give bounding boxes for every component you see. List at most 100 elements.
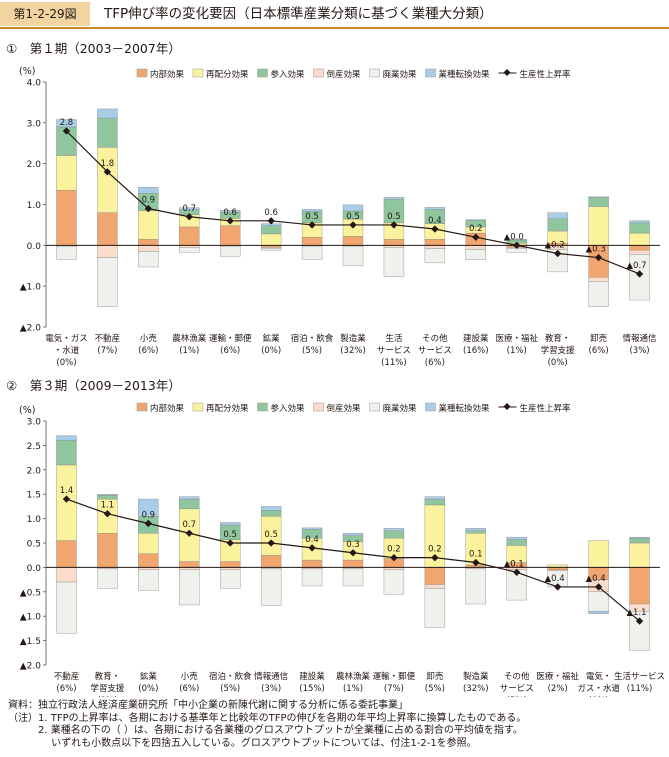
note-2: 2. 業種名の下の（ ）は、各期における各業種のグロスアウトプットが全業種に占め…: [8, 725, 523, 737]
category-label: (6%): [220, 346, 240, 356]
productivity-point: [226, 217, 234, 225]
category-label: 宿泊・飲食: [291, 333, 334, 344]
bar-segment-entry: [629, 537, 650, 544]
bar-segment-exit: [219, 245, 241, 257]
bar-segment-exit: [465, 249, 486, 260]
notes-block: 資料：独立行政法人経済産業研究所「中小企業の新陳代謝に関する分析に係る委託事業」…: [8, 700, 526, 750]
bar-segment-internal: [629, 245, 650, 251]
legend-swatch-exit: [369, 402, 380, 412]
figure-title: TFP伸び率の変化要因（日本標準産業分類に基づく業種大分類）: [104, 6, 493, 22]
category-label: 医療・福祉: [495, 333, 538, 344]
bar-segment-switch: [56, 119, 77, 128]
bar-segment-bankrupt: [138, 245, 159, 252]
y-tick-label: 0.5: [27, 540, 41, 550]
bar-segment-internal: [97, 533, 118, 568]
bar-segment-internal: [97, 212, 118, 246]
productivity-label: 1.4: [60, 486, 74, 496]
bar-segment-internal: [301, 559, 323, 568]
chart-period1: (%) 内部効果 再配分効果 参入効果 倒産効果 廃業効果 業種転換効果 生産性上昇率 ▲2.0…: [19, 66, 660, 368]
bar-segment-switch: [588, 196, 609, 198]
category-label: 生活: [385, 333, 403, 344]
note-1: （注）1. TFPの上昇率は、各期における基準年と比較年のTFPの伸びを各期の年…: [8, 712, 527, 724]
bar-segment-switch: [56, 435, 77, 441]
bar-segment-realloc: [260, 233, 282, 246]
category-label: (7%): [384, 684, 404, 694]
note-3: いずれも小数点以下を四捨五入している。グロスアウトプットについては、付注1-2-…: [8, 737, 477, 749]
category-label: 建設業: [299, 671, 325, 682]
legend-swatch-switch: [425, 68, 436, 78]
legend-label-productivity: 生産性上昇率: [520, 403, 572, 414]
legend-label-realloc: 再配分効果: [206, 403, 249, 414]
legend-label-switch: 業種転換効果: [439, 403, 491, 414]
bar-segment-switch: [301, 209, 323, 212]
category-label: (0%): [589, 696, 609, 697]
productivity-label: 0.5: [346, 212, 360, 222]
legend-swatch-internal: [136, 68, 148, 78]
productivity-label: ▲0.1: [504, 559, 524, 569]
bar-segment-internal: [219, 225, 241, 246]
bar-segment-exit: [260, 568, 282, 606]
y-tick-label: 1.5: [27, 491, 41, 501]
category-label: 鉱業: [140, 671, 158, 682]
category-label: (1%): [507, 346, 527, 356]
category-label: 鉱業: [263, 333, 281, 344]
category-label: (0%): [56, 358, 76, 368]
header-rule: [0, 27, 669, 29]
y-tick-label: ▲1.0: [20, 613, 42, 623]
bar-segment-switch: [342, 533, 364, 536]
bar-segment-entry: [97, 494, 118, 500]
category-label: (15%): [299, 684, 325, 694]
bar-segment-switch: [301, 527, 323, 530]
bar-segment-switch: [138, 498, 159, 517]
category-label: 小売: [140, 333, 158, 344]
bar-segment-internal: [56, 190, 77, 246]
legend-line-marker: [503, 68, 511, 77]
bar-segment-exit: [424, 588, 446, 628]
bar-segment-entry: [179, 498, 200, 510]
bar-segment-bankrupt: [424, 584, 446, 589]
bar-segment-exit: [342, 245, 364, 266]
legend-label-exit: 廃業効果: [383, 69, 418, 80]
category-label: (5%): [302, 346, 322, 356]
section-title-period3: ② 第３期（2009－2013年）: [6, 378, 181, 393]
bar-segment-switch: [547, 212, 568, 219]
category-label: 学習支援: [90, 683, 125, 694]
bar-segment-exit: [588, 281, 609, 307]
category-label: ・水道: [54, 345, 80, 356]
category-label: 情報通信: [623, 333, 658, 344]
category-label: (6%): [138, 346, 158, 356]
bar-segment-exit: [383, 247, 405, 277]
category-label: 建設業: [463, 333, 489, 344]
category-label: 卸売: [590, 333, 608, 344]
bar-segment-switch: [629, 536, 650, 539]
legend-swatch-internal: [136, 402, 148, 412]
productivity-label: 0.3: [346, 540, 360, 550]
bar-segment-switch: [506, 536, 527, 540]
bar-segment-switch: [588, 611, 609, 614]
y-tick-label: 1.0: [27, 515, 42, 525]
bar-segment-switch: [506, 239, 527, 241]
bar-segment-bankrupt: [588, 276, 609, 282]
unit-label: (%): [19, 66, 35, 77]
y-tick-label: 2.0: [27, 466, 42, 476]
bar-segment-switch: [97, 493, 118, 496]
category-label: 宿泊・飲食: [209, 671, 252, 682]
y-tick-label: 2.5: [27, 442, 41, 452]
bar-segment-entry: [506, 539, 527, 546]
bar-segment-exit: [465, 568, 486, 605]
bar-segment-entry: [547, 218, 568, 232]
bar-segment-realloc: [629, 542, 650, 568]
category-label: (5%): [425, 684, 445, 694]
productivity-point: [349, 221, 357, 229]
bar-segment-entry: [260, 510, 282, 517]
bar-segment-switch: [424, 496, 446, 500]
category-label: 小売: [181, 671, 199, 682]
bar-segment-realloc: [97, 147, 118, 213]
figure-number-badge: 第1-2-29図: [0, 2, 90, 26]
bar-segment-internal: [138, 553, 159, 568]
y-tick-label: ▲2.0: [20, 324, 42, 334]
bar-segment-switch: [342, 204, 364, 212]
productivity-point: [144, 519, 153, 528]
bar-segment-realloc: [56, 155, 77, 191]
productivity-label: 0.9: [142, 196, 156, 206]
